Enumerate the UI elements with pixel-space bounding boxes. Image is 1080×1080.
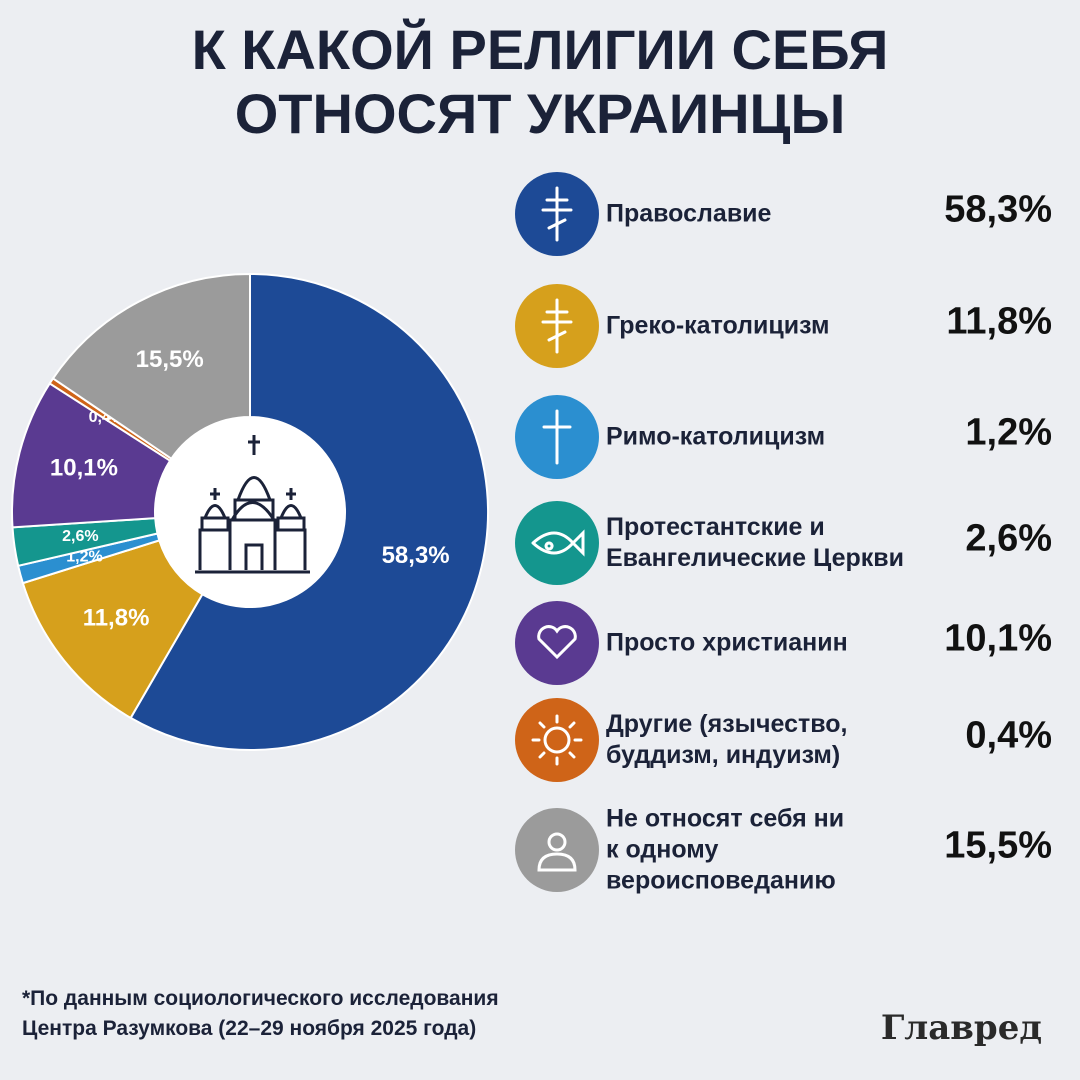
- legend-icon: [515, 808, 599, 892]
- legend-label: Не относят себя ни к одному вероисповеда…: [606, 804, 845, 895]
- footnote: *По данным социологического исследования…: [22, 987, 499, 1040]
- donut-hole: [155, 417, 345, 607]
- icon-glyph: [537, 625, 577, 660]
- legend-label: Другие (язычество, буддизм, индуизм): [606, 710, 848, 769]
- church-icon: [195, 435, 310, 574]
- legend-icon: [515, 501, 599, 585]
- legend-value: 58,3%: [944, 188, 1052, 231]
- legend-swatch: [515, 601, 599, 685]
- legend-label: Римо-католицизм: [606, 422, 826, 451]
- legend-icon: [515, 284, 599, 368]
- legend-value: 10,1%: [944, 617, 1052, 660]
- slice-label: 2,6%: [62, 528, 98, 545]
- legend-value: 15,5%: [944, 824, 1052, 867]
- legend-value: 11,8%: [946, 300, 1052, 343]
- title: К КАКОЙ РЕЛИГИИ СЕБЯ ОТНОСЯТ УКРАИНЦЫ: [191, 18, 889, 145]
- legend-label: Просто христианин: [606, 628, 848, 657]
- legend-label: Православие: [606, 199, 772, 228]
- icon-glyph: [531, 714, 583, 766]
- icon-glyph: [531, 529, 585, 557]
- legend-icon: [515, 698, 599, 782]
- legend-value: 2,6%: [965, 517, 1052, 560]
- legend-swatch: [515, 698, 599, 782]
- icon-glyph: [541, 186, 573, 242]
- legend-value: 0,4%: [965, 714, 1052, 757]
- icon-glyph: [541, 298, 573, 354]
- icon-glyph: [537, 832, 577, 872]
- legend-icon: [515, 395, 599, 479]
- brand-logo: Главред: [880, 1008, 1042, 1048]
- slice-label: 15,5%: [136, 346, 204, 373]
- slice-label: 11,8%: [83, 604, 150, 631]
- legend-swatch: [515, 501, 599, 585]
- legend-label: Протестантские и Евангелические Церкви: [606, 513, 904, 572]
- icon-glyph: [542, 409, 572, 465]
- slice-label: 58,3%: [382, 542, 450, 569]
- legend-icon: [515, 601, 599, 685]
- legend-value: 1,2%: [965, 411, 1052, 454]
- legend-label: Греко-католицизм: [606, 311, 830, 340]
- slice-label: 10,1%: [50, 454, 118, 481]
- legend-icon: [515, 172, 599, 256]
